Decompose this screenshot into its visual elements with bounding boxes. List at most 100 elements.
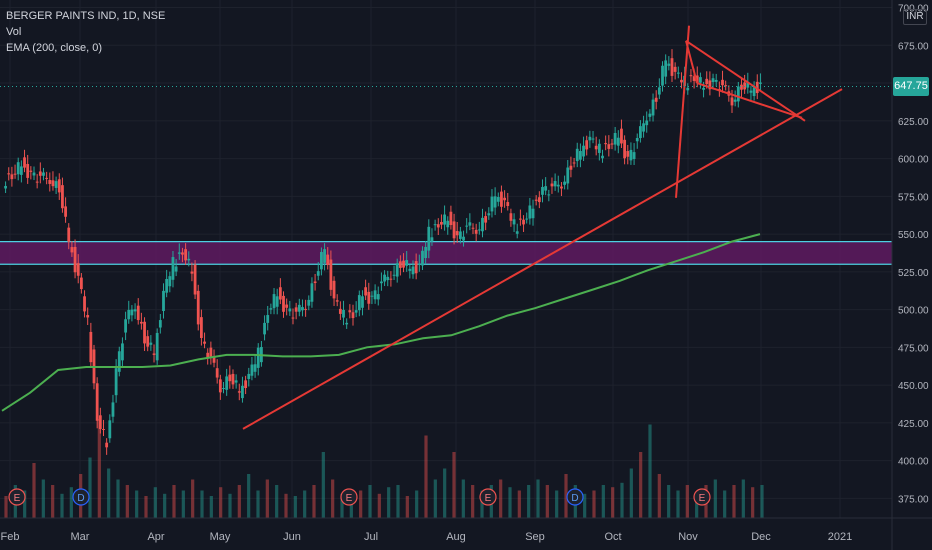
volume-bar bbox=[321, 452, 325, 518]
volume-bar bbox=[527, 485, 531, 518]
candle-body bbox=[670, 58, 674, 76]
candle-body bbox=[98, 415, 102, 429]
candle-body bbox=[569, 165, 573, 170]
candle-body bbox=[421, 250, 424, 266]
candle-body bbox=[620, 128, 623, 144]
candle-body bbox=[114, 368, 118, 396]
volume-bar bbox=[452, 452, 456, 518]
event-marker-label: E bbox=[485, 493, 492, 504]
candle-body bbox=[512, 219, 516, 225]
candle-body bbox=[111, 402, 115, 417]
time-axis-tick-label: May bbox=[210, 531, 231, 543]
candle-body bbox=[108, 420, 112, 439]
candle-body bbox=[354, 310, 358, 313]
currency-unit-label[interactable]: INR bbox=[903, 9, 927, 25]
candle-body bbox=[342, 309, 345, 318]
candle-body bbox=[553, 181, 557, 187]
volume-bar bbox=[555, 490, 559, 518]
candle-body bbox=[601, 155, 604, 159]
candle-body bbox=[149, 342, 153, 345]
volume-bar bbox=[461, 479, 465, 518]
candle-body bbox=[95, 383, 99, 421]
volume-bar bbox=[443, 468, 447, 518]
candle-body bbox=[695, 75, 699, 83]
candle-body bbox=[411, 266, 415, 275]
candle-body bbox=[607, 144, 611, 149]
candle-body bbox=[42, 172, 45, 176]
candle-body bbox=[48, 180, 52, 184]
time-axis-tick-label: Apr bbox=[147, 531, 164, 543]
price-axis-tick-label: 600.00 bbox=[898, 155, 929, 166]
candle-body bbox=[380, 281, 383, 284]
candle-body bbox=[190, 271, 194, 274]
candle-body bbox=[481, 217, 484, 232]
event-marker-dividend bbox=[72, 488, 90, 506]
volume-bar bbox=[247, 474, 251, 518]
candle-body bbox=[531, 208, 535, 219]
candle-body bbox=[275, 296, 279, 307]
volume-bar bbox=[620, 482, 624, 518]
candle-body bbox=[247, 373, 251, 379]
event-marker-earnings bbox=[693, 488, 711, 506]
candle-body bbox=[234, 380, 238, 383]
candle-body bbox=[54, 181, 58, 188]
price-axis-tick-label: 525.00 bbox=[898, 268, 929, 279]
volume-bar bbox=[284, 493, 288, 518]
flagpole-line bbox=[675, 25, 690, 198]
candle-body bbox=[136, 305, 140, 321]
legend-volume[interactable]: Vol bbox=[6, 26, 22, 38]
candle-body bbox=[351, 312, 355, 319]
volume-bar bbox=[237, 485, 241, 518]
time-axis-tick-label: Jun bbox=[283, 531, 301, 543]
legend-symbol[interactable]: BERGER PAINTS IND, 1D, NSE bbox=[6, 10, 166, 22]
candle-body bbox=[578, 151, 582, 160]
candle-body bbox=[708, 80, 712, 90]
volume-bar bbox=[368, 485, 372, 518]
candle-body bbox=[143, 321, 146, 344]
volume-bar bbox=[331, 479, 335, 518]
candle-body bbox=[335, 300, 339, 302]
candle-body bbox=[436, 224, 440, 228]
candle-body bbox=[616, 137, 620, 146]
time-axis-tick-label: Nov bbox=[678, 531, 698, 543]
price-axis-tick-label: 375.00 bbox=[898, 494, 929, 505]
candle-body bbox=[38, 171, 42, 176]
chart-legend: BERGER PAINTS IND, 1D, NSE Vol EMA (200,… bbox=[6, 8, 165, 56]
candle-body bbox=[121, 343, 124, 361]
volume-bar bbox=[723, 490, 727, 518]
candle-body bbox=[313, 281, 317, 284]
candle-body bbox=[288, 308, 292, 312]
candle-body bbox=[493, 196, 497, 208]
volume-bar bbox=[359, 490, 363, 518]
candle-body bbox=[285, 304, 289, 308]
candle-body bbox=[705, 78, 709, 85]
legend-ema[interactable]: EMA (200, close, 0) bbox=[6, 42, 102, 54]
candle-body bbox=[13, 173, 17, 175]
volume-bar bbox=[508, 487, 512, 518]
candle-body bbox=[174, 266, 178, 272]
volume-bar bbox=[751, 487, 755, 518]
candle-body bbox=[184, 249, 188, 261]
candle-body bbox=[168, 276, 172, 287]
candle-body bbox=[323, 249, 326, 263]
candle-body bbox=[282, 295, 285, 312]
candle-body bbox=[212, 357, 216, 363]
candle-body bbox=[237, 391, 241, 393]
volume-bar bbox=[517, 490, 521, 518]
candle-body bbox=[171, 257, 175, 280]
candle-body bbox=[534, 199, 538, 201]
volume-bar bbox=[667, 485, 671, 518]
volume-bar bbox=[695, 493, 699, 518]
candle-body bbox=[45, 177, 49, 179]
candle-body bbox=[206, 352, 210, 359]
candle-body bbox=[338, 308, 342, 314]
candle-body bbox=[597, 143, 601, 153]
volume-bar bbox=[471, 485, 475, 518]
candle-body bbox=[373, 290, 377, 300]
candle-body bbox=[253, 364, 257, 372]
event-marker-earnings bbox=[8, 488, 26, 506]
candle-body bbox=[402, 260, 405, 268]
time-axis-tick-label: Dec bbox=[751, 531, 771, 543]
event-marker-dividend bbox=[566, 488, 584, 506]
